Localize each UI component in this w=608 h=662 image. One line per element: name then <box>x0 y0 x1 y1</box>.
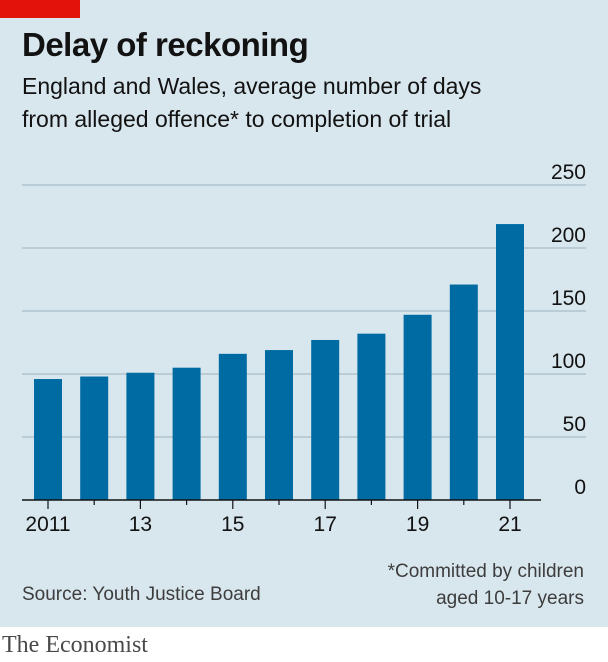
bar-2015 <box>218 353 247 500</box>
bar-2012 <box>80 376 109 500</box>
y-tick-label: 0 <box>574 476 586 499</box>
footnote: *Committed by children aged 10-17 years <box>388 558 584 612</box>
bar-2021 <box>496 224 524 500</box>
y-tick-label: 200 <box>551 224 586 247</box>
y-tick-label: 250 <box>551 161 586 184</box>
subtitle-line-2: from alleged offence* to completion of t… <box>22 106 452 132</box>
economist-logo-text: The Economist <box>2 632 148 658</box>
x-tick-label: 2011 <box>25 513 70 536</box>
footnote-line-2: aged 10-17 years <box>436 588 584 609</box>
bar-2016 <box>265 350 293 500</box>
x-tick-label: 19 <box>406 513 429 536</box>
bar-2013 <box>126 372 155 500</box>
gridlines <box>22 184 586 438</box>
y-tick-label: 150 <box>551 287 586 310</box>
bar-chart: 0 50 100 150 200 250 2011 13 15 17 19 21 <box>22 161 586 536</box>
bar-2011 <box>34 379 62 500</box>
chart-title: Delay of reckoning <box>22 26 309 63</box>
x-tick-label: 13 <box>129 513 152 536</box>
chart-panel: Delay of reckoning England and Wales, av… <box>0 0 608 627</box>
y-tick-label: 50 <box>563 413 586 436</box>
subtitle-line-1: England and Wales, average number of day… <box>22 73 482 99</box>
footnote-line-1: *Committed by children <box>387 561 584 582</box>
bar-2018 <box>357 333 386 500</box>
bar-2017 <box>311 339 340 500</box>
bars <box>34 224 524 500</box>
x-tick-label: 17 <box>314 513 337 536</box>
chart-subtitle: England and Wales, average number of day… <box>22 70 481 136</box>
bar-2014 <box>172 367 201 500</box>
x-tick-label: 21 <box>498 513 521 536</box>
bar-2019 <box>403 314 432 500</box>
brand-tag <box>0 0 80 18</box>
x-tick-label: 15 <box>221 513 244 536</box>
bar-2020 <box>449 284 478 500</box>
source-text: Source: Youth Justice Board <box>22 584 261 605</box>
axes: 0 50 100 150 200 250 2011 13 15 17 19 21 <box>22 161 586 536</box>
y-tick-label: 100 <box>551 350 586 373</box>
